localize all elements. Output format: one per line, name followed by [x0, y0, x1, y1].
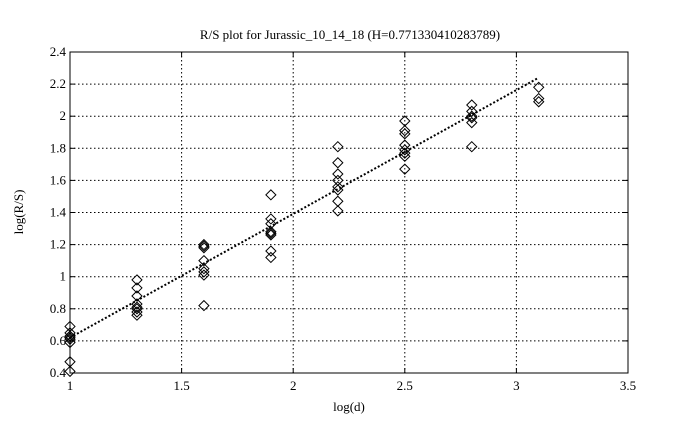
y-tick-label: 2.4 — [50, 44, 67, 59]
data-point — [466, 116, 478, 129]
data-point — [198, 266, 210, 278]
data-point — [64, 331, 76, 344]
data-point — [533, 96, 545, 108]
data-point — [198, 238, 210, 251]
x-tick-label: 2 — [290, 378, 297, 393]
y-tick-label: 1 — [60, 269, 67, 284]
data-point — [399, 139, 411, 151]
data-point — [399, 144, 411, 156]
data-point — [399, 115, 411, 127]
data-point — [332, 168, 344, 180]
x-tick-label: 2.5 — [397, 378, 413, 393]
data-point — [466, 112, 478, 124]
y-tick-label: 2.2 — [50, 76, 66, 91]
data-point — [265, 218, 277, 230]
data-point — [265, 189, 277, 201]
data-point — [64, 327, 76, 339]
x-tick-label: 1 — [67, 378, 74, 393]
data-point — [466, 140, 478, 153]
x-tick-label: 3.5 — [620, 378, 636, 393]
data-point — [332, 205, 344, 217]
y-tick-label: 1.4 — [50, 205, 67, 220]
chart-title: R/S plot for Jurassic_10_14_18 (H=0.7713… — [200, 27, 500, 42]
data-point — [265, 245, 277, 257]
plot-frame — [69, 51, 629, 374]
data-point — [131, 303, 143, 315]
y-tick-label: 1.8 — [50, 140, 66, 155]
data-point — [198, 299, 210, 312]
grid — [70, 52, 628, 373]
y-axis-label: log(R/S) — [11, 190, 26, 235]
data-point — [466, 105, 478, 118]
y-tick-label: 1.6 — [50, 172, 67, 187]
data-point — [131, 298, 143, 310]
x-tick-labels: 1 1.5 2 2.5 3 3.5 — [67, 378, 636, 393]
y-tick-label: 0.8 — [50, 301, 66, 316]
x-tick-label: 3 — [513, 378, 520, 393]
data-point — [332, 181, 344, 193]
data-point — [131, 290, 143, 302]
data-point — [332, 157, 344, 169]
x-tick-label: 1.5 — [173, 378, 189, 393]
y-tick-label: 1.2 — [50, 237, 66, 252]
data-point — [64, 365, 76, 378]
y-tick-label: 0.6 — [50, 333, 67, 348]
data-point — [533, 81, 545, 94]
data-point — [466, 110, 478, 122]
axis-ticks — [69, 51, 629, 374]
data-points — [64, 81, 545, 378]
data-point — [131, 282, 143, 294]
x-axis-label: log(d) — [333, 399, 365, 414]
data-point — [131, 274, 143, 286]
data-point — [198, 269, 210, 281]
data-point — [332, 195, 344, 207]
data-point — [399, 124, 411, 137]
y-tick-label: 0.4 — [50, 365, 67, 380]
data-point — [198, 254, 210, 267]
data-point — [466, 99, 478, 111]
data-point — [332, 140, 344, 153]
fit-line-group — [69, 76, 540, 339]
data-point — [265, 227, 277, 240]
data-point — [332, 174, 344, 187]
y-tick-labels: 0.4 0.6 0.8 1 1.2 1.4 1.6 1.8 2 2.2 2.4 — [50, 44, 67, 380]
y-tick-label: 2 — [60, 108, 67, 123]
data-point — [533, 92, 545, 105]
fit-line — [69, 76, 540, 339]
data-point — [265, 251, 277, 264]
data-point — [265, 226, 277, 238]
data-point — [198, 240, 210, 252]
data-point — [399, 163, 411, 175]
data-point — [265, 213, 277, 225]
data-point — [64, 320, 76, 333]
data-point — [198, 262, 210, 275]
data-point — [64, 356, 76, 368]
